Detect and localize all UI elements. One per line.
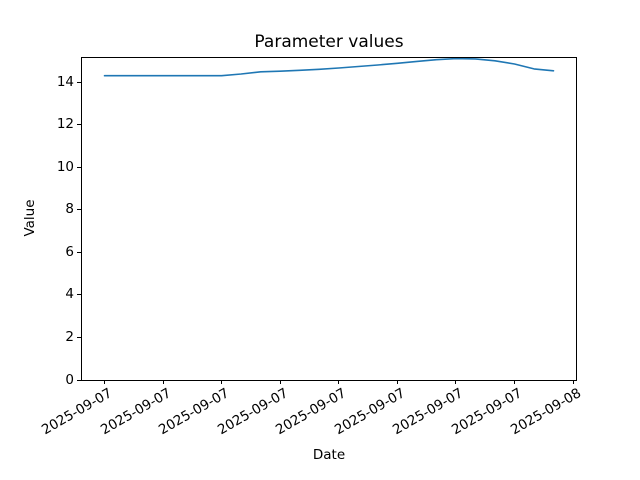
y-tick-mark xyxy=(77,166,81,168)
line-chart-canvas xyxy=(103,58,555,77)
y-tick-label: 10 xyxy=(56,158,74,175)
y-tick-mark xyxy=(77,81,81,83)
y-tick-label: 2 xyxy=(65,328,74,345)
y-tick-mark xyxy=(77,379,81,381)
y-tick-label: 6 xyxy=(65,243,74,260)
y-tick-mark xyxy=(77,251,81,253)
x-tick-mark xyxy=(103,380,105,384)
x-tick-mark xyxy=(396,380,398,384)
y-tick-label: 8 xyxy=(65,201,74,218)
x-tick-mark xyxy=(455,380,457,384)
y-tick-label: 0 xyxy=(65,371,74,388)
y-tick-mark xyxy=(77,209,81,211)
y-tick-label: 4 xyxy=(65,286,74,303)
x-axis-label: Date xyxy=(312,447,346,463)
y-tick-mark xyxy=(77,294,81,296)
y-tick-mark xyxy=(77,336,81,338)
y-tick-label: 12 xyxy=(56,116,74,133)
x-tick-mark xyxy=(338,380,340,384)
x-tick-mark xyxy=(279,380,281,384)
x-tick-mark xyxy=(513,380,515,384)
x-tick-mark xyxy=(221,380,223,384)
y-tick-mark xyxy=(77,124,81,126)
x-tick-mark xyxy=(162,380,164,384)
data-line-series xyxy=(103,58,555,77)
y-axis-label: Value xyxy=(22,199,38,237)
plot-area xyxy=(81,57,577,381)
chart-title: Parameter values xyxy=(254,32,404,52)
y-tick-label: 14 xyxy=(56,73,74,90)
x-tick-mark xyxy=(572,380,574,384)
